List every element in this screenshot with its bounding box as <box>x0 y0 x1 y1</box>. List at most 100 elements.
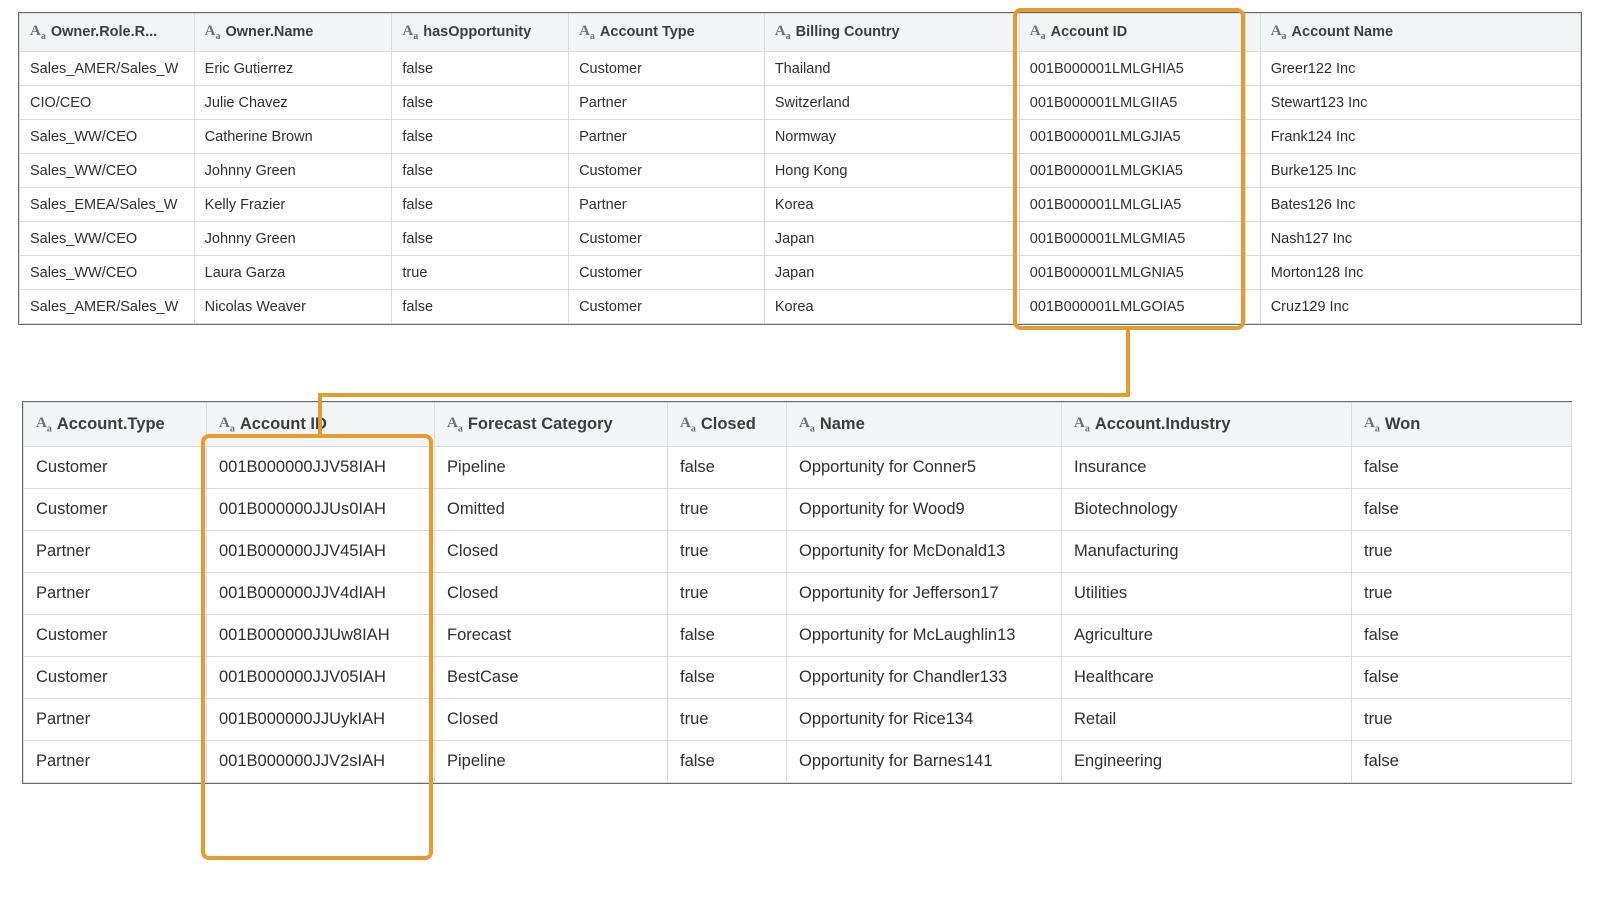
table-cell[interactable]: Retail <box>1062 699 1352 741</box>
table-cell[interactable]: 001B000000JJUykIAH <box>207 699 435 741</box>
opportunities-header-1[interactable]: AaAccount ID <box>207 403 435 447</box>
table-row[interactable]: Sales_WW/CEOCatherine BrownfalsePartnerN… <box>20 120 1581 154</box>
table-cell[interactable]: false <box>392 222 569 256</box>
table-cell[interactable]: Opportunity for Wood9 <box>787 489 1062 531</box>
table-cell[interactable]: Cruz129 Inc <box>1260 290 1580 324</box>
table-cell[interactable]: Utilities <box>1062 573 1352 615</box>
opportunities-header-6[interactable]: AaWon <box>1352 403 1572 447</box>
table-cell[interactable]: Biotechnology <box>1062 489 1352 531</box>
table-cell[interactable]: Pipeline <box>435 741 668 783</box>
accounts-header-4[interactable]: AaBilling Country <box>764 14 1019 52</box>
table-cell[interactable]: 001B000000JJV4dIAH <box>207 573 435 615</box>
table-cell[interactable]: Omitted <box>435 489 668 531</box>
table-cell[interactable]: Laura Garza <box>194 256 392 290</box>
table-cell[interactable]: 001B000001LMLGMIA5 <box>1019 222 1245 256</box>
table-cell[interactable] <box>1245 154 1260 188</box>
table-cell[interactable]: Bates126 Inc <box>1260 188 1580 222</box>
table-cell[interactable]: CIO/CEO <box>20 86 195 120</box>
accounts-header-2[interactable]: AahasOpportunity <box>392 14 569 52</box>
table-cell[interactable]: Frank124 Inc <box>1260 120 1580 154</box>
table-cell[interactable]: Sales_WW/CEO <box>20 154 195 188</box>
table-cell[interactable]: Opportunity for Jefferson17 <box>787 573 1062 615</box>
table-cell[interactable] <box>1245 120 1260 154</box>
table-cell[interactable]: Thailand <box>764 52 1019 86</box>
table-cell[interactable]: 001B000000JJV05IAH <box>207 657 435 699</box>
table-cell[interactable]: Customer <box>24 489 207 531</box>
table-cell[interactable]: true <box>668 489 787 531</box>
table-cell[interactable] <box>1245 256 1260 290</box>
table-row[interactable]: Customer001B000000JJUs0IAHOmittedtrueOpp… <box>24 489 1572 531</box>
table-cell[interactable]: Julie Chavez <box>194 86 392 120</box>
accounts-header-1[interactable]: AaOwner.Name <box>194 14 392 52</box>
accounts-header-3[interactable]: AaAccount Type <box>569 14 765 52</box>
table-cell[interactable]: true <box>668 573 787 615</box>
accounts-header-7[interactable]: AaAccount Name <box>1260 14 1580 52</box>
table-cell[interactable]: 001B000000JJUw8IAH <box>207 615 435 657</box>
table-cell[interactable]: Partner <box>24 699 207 741</box>
table-cell[interactable]: 001B000001LMLGHIA5 <box>1019 52 1245 86</box>
table-cell[interactable]: Customer <box>569 52 765 86</box>
table-row[interactable]: Sales_AMER/Sales_WEric GutierrezfalseCus… <box>20 52 1581 86</box>
table-cell[interactable]: Korea <box>764 290 1019 324</box>
opportunities-header-0[interactable]: AaAccount.Type <box>24 403 207 447</box>
table-cell[interactable]: Korea <box>764 188 1019 222</box>
table-cell[interactable]: false <box>668 615 787 657</box>
table-cell[interactable]: 001B000000JJUs0IAH <box>207 489 435 531</box>
table-cell[interactable]: Partner <box>24 573 207 615</box>
accounts-header-0[interactable]: AaOwner.Role.R... <box>20 14 195 52</box>
table-cell[interactable]: false <box>392 290 569 324</box>
table-cell[interactable]: Closed <box>435 573 668 615</box>
table-row[interactable]: Partner001B000000JJV2sIAHPipelinefalseOp… <box>24 741 1572 783</box>
table-cell[interactable]: Customer <box>24 615 207 657</box>
table-cell[interactable]: BestCase <box>435 657 668 699</box>
table-cell[interactable]: 001B000001LMLGIIA5 <box>1019 86 1245 120</box>
table-cell[interactable]: true <box>1352 699 1572 741</box>
table-cell[interactable]: Partner <box>569 120 765 154</box>
table-cell[interactable]: Catherine Brown <box>194 120 392 154</box>
table-cell[interactable]: Hong Kong <box>764 154 1019 188</box>
table-cell[interactable]: Partner <box>569 86 765 120</box>
table-cell[interactable]: false <box>1352 741 1572 783</box>
table-cell[interactable]: Opportunity for McLaughlin13 <box>787 615 1062 657</box>
table-cell[interactable]: false <box>668 657 787 699</box>
opportunities-header-3[interactable]: AaClosed <box>668 403 787 447</box>
table-cell[interactable]: Sales_WW/CEO <box>20 120 195 154</box>
table-row[interactable]: Sales_WW/CEOLaura GarzatrueCustomerJapan… <box>20 256 1581 290</box>
table-cell[interactable]: Normway <box>764 120 1019 154</box>
opportunities-header-2[interactable]: AaForecast Category <box>435 403 668 447</box>
table-cell[interactable] <box>1245 52 1260 86</box>
table-cell[interactable]: Burke125 Inc <box>1260 154 1580 188</box>
table-cell[interactable]: false <box>1352 489 1572 531</box>
table-cell[interactable] <box>1245 188 1260 222</box>
table-row[interactable]: Sales_WW/CEOJohnny GreenfalseCustomerHon… <box>20 154 1581 188</box>
table-cell[interactable]: Pipeline <box>435 447 668 489</box>
table-row[interactable]: Sales_EMEA/Sales_WKelly FrazierfalsePart… <box>20 188 1581 222</box>
table-cell[interactable]: Opportunity for Chandler133 <box>787 657 1062 699</box>
table-row[interactable]: Customer001B000000JJV05IAHBestCasefalseO… <box>24 657 1572 699</box>
table-cell[interactable]: Eric Gutierrez <box>194 52 392 86</box>
table-cell[interactable]: Engineering <box>1062 741 1352 783</box>
accounts-header-6[interactable] <box>1245 14 1260 52</box>
table-cell[interactable]: false <box>668 741 787 783</box>
table-cell[interactable]: Opportunity for Conner5 <box>787 447 1062 489</box>
table-cell[interactable]: Opportunity for Barnes141 <box>787 741 1062 783</box>
table-cell[interactable]: 001B000000JJV2sIAH <box>207 741 435 783</box>
table-row[interactable]: Partner001B000000JJUykIAHClosedtrueOppor… <box>24 699 1572 741</box>
table-row[interactable]: Customer001B000000JJV58IAHPipelinefalseO… <box>24 447 1572 489</box>
table-cell[interactable]: Insurance <box>1062 447 1352 489</box>
table-cell[interactable]: Manufacturing <box>1062 531 1352 573</box>
table-cell[interactable]: Agriculture <box>1062 615 1352 657</box>
table-cell[interactable]: Japan <box>764 222 1019 256</box>
table-cell[interactable]: Closed <box>435 699 668 741</box>
table-cell[interactable]: Closed <box>435 531 668 573</box>
table-cell[interactable]: false <box>1352 447 1572 489</box>
table-row[interactable]: Sales_AMER/Sales_WNicolas WeaverfalseCus… <box>20 290 1581 324</box>
table-row[interactable]: Sales_WW/CEOJohnny GreenfalseCustomerJap… <box>20 222 1581 256</box>
table-cell[interactable]: false <box>1352 615 1572 657</box>
table-cell[interactable]: false <box>1352 657 1572 699</box>
table-cell[interactable]: true <box>392 256 569 290</box>
table-cell[interactable]: true <box>668 699 787 741</box>
table-cell[interactable]: Sales_WW/CEO <box>20 222 195 256</box>
table-cell[interactable]: Morton128 Inc <box>1260 256 1580 290</box>
table-cell[interactable] <box>1245 290 1260 324</box>
